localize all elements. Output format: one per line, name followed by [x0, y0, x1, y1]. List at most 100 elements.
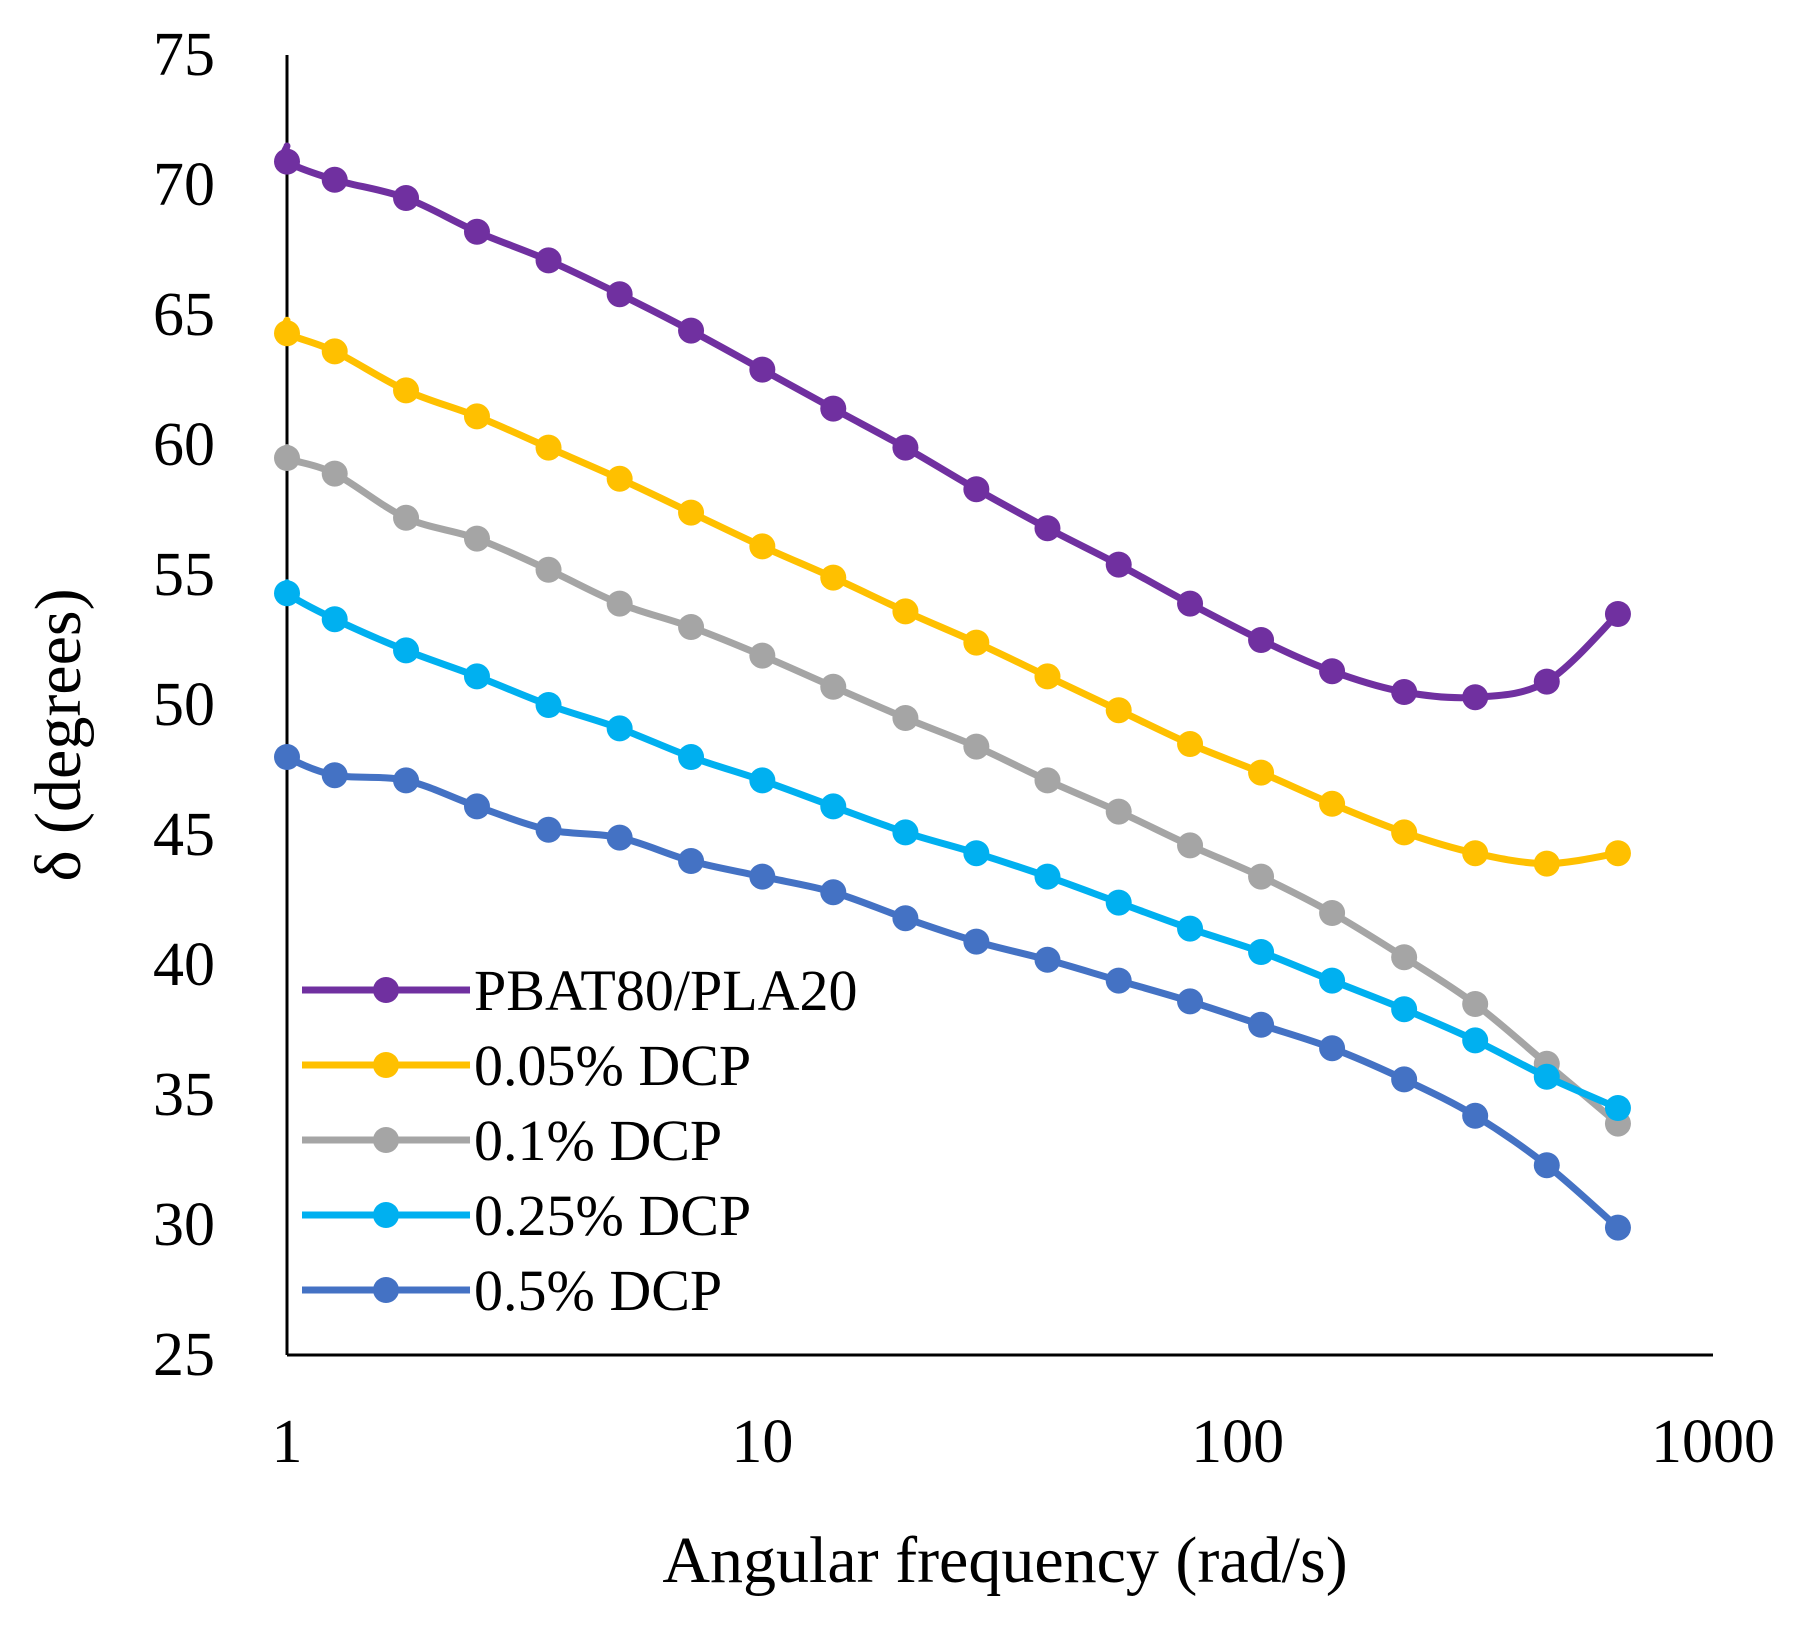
data-point — [749, 642, 776, 669]
data-point — [1105, 889, 1132, 916]
x-tick-label: 10 — [731, 1408, 793, 1476]
data-point — [274, 320, 300, 347]
data-point — [463, 218, 490, 245]
y-tick-label: 25 — [153, 1321, 215, 1389]
data-point — [1319, 658, 1346, 685]
data-point — [678, 317, 705, 344]
data-point — [1319, 900, 1346, 926]
data-point — [321, 338, 348, 365]
y-tick-label: 35 — [153, 1061, 215, 1129]
data-point — [1391, 944, 1418, 971]
data-point — [1462, 840, 1489, 867]
data-point — [535, 692, 562, 718]
series-line — [279, 316, 1622, 868]
data-point — [463, 663, 490, 690]
series-2 — [274, 444, 1631, 1137]
data-point — [1105, 697, 1132, 724]
data-point — [1319, 790, 1346, 817]
data-point — [820, 673, 847, 700]
legend-marker — [373, 1052, 399, 1078]
data-point — [463, 793, 490, 820]
data-point — [749, 767, 776, 794]
data-point — [1177, 915, 1204, 942]
series-1 — [274, 316, 1631, 877]
data-point — [1177, 590, 1204, 617]
data-point — [1391, 819, 1418, 846]
data-point — [1604, 601, 1631, 627]
data-point — [1177, 988, 1204, 1015]
legend-item: 0.5% DCP — [302, 1258, 722, 1323]
data-point — [892, 598, 919, 625]
data-point — [1604, 840, 1631, 867]
data-point — [678, 499, 705, 526]
data-point — [393, 767, 420, 794]
y-axis-title: δ (degrees) — [22, 588, 95, 881]
legend-marker — [373, 977, 399, 1003]
data-point — [1177, 832, 1204, 859]
data-point — [606, 465, 633, 492]
data-point — [1604, 1095, 1631, 1121]
x-tick-label: 1 — [272, 1408, 303, 1476]
y-tick-label: 30 — [153, 1191, 215, 1259]
legend-label: PBAT80/PLA20 — [474, 958, 858, 1023]
data-point — [1462, 684, 1489, 711]
data-point — [274, 148, 300, 175]
data-point — [1533, 1152, 1560, 1179]
legend-marker — [373, 1202, 399, 1228]
series-3 — [274, 579, 1631, 1121]
data-point — [321, 762, 348, 789]
axes — [285, 55, 1713, 1357]
data-point — [749, 356, 776, 383]
data-point — [1034, 767, 1061, 794]
data-point — [393, 637, 420, 664]
legend-item: 0.05% DCP — [302, 1033, 751, 1098]
y-tick-label: 40 — [153, 931, 215, 999]
data-point — [820, 395, 847, 422]
data-point — [963, 928, 990, 955]
legend-label: 0.05% DCP — [474, 1033, 751, 1098]
data-point — [892, 705, 919, 731]
data-point — [678, 614, 705, 640]
y-tick-label: 55 — [153, 541, 215, 609]
data-point — [892, 905, 919, 932]
data-point — [678, 848, 705, 874]
data-point — [820, 564, 847, 591]
data-point — [1533, 668, 1560, 695]
data-point — [535, 434, 562, 461]
legend-marker — [373, 1277, 399, 1303]
data-point — [1248, 863, 1275, 890]
data-point — [1391, 1066, 1418, 1093]
data-point — [1319, 1035, 1346, 1062]
data-point — [1462, 1027, 1489, 1054]
data-point — [749, 863, 776, 890]
y-tick-label: 50 — [153, 671, 215, 739]
data-point — [393, 377, 420, 404]
data-point — [321, 166, 348, 193]
data-point — [1105, 967, 1132, 994]
data-point — [274, 580, 300, 607]
legend-label: 0.5% DCP — [474, 1258, 722, 1323]
data-point — [678, 744, 705, 770]
data-point — [606, 590, 633, 617]
data-point — [1105, 551, 1132, 578]
data-point — [1462, 1102, 1489, 1129]
data-point — [274, 445, 300, 471]
data-point — [1533, 850, 1560, 877]
data-point — [820, 793, 847, 820]
x-tick-label: 1000 — [1651, 1408, 1775, 1476]
series-layer — [274, 142, 1631, 1241]
series-4 — [274, 744, 1631, 1241]
data-point — [1462, 991, 1489, 1017]
data-point — [393, 185, 420, 211]
data-point — [393, 504, 420, 531]
data-point — [1177, 731, 1204, 757]
y-tick-label: 70 — [153, 151, 215, 219]
legend-item: 0.1% DCP — [302, 1108, 722, 1173]
data-point — [963, 840, 990, 867]
data-point — [1248, 939, 1275, 965]
data-point — [606, 715, 633, 742]
data-point — [463, 403, 490, 430]
tick-labels: 25 30 35 40 45 50 55 60 65 70 75 1 10 100 1000 — [153, 21, 1775, 1476]
data-point — [1105, 798, 1132, 825]
